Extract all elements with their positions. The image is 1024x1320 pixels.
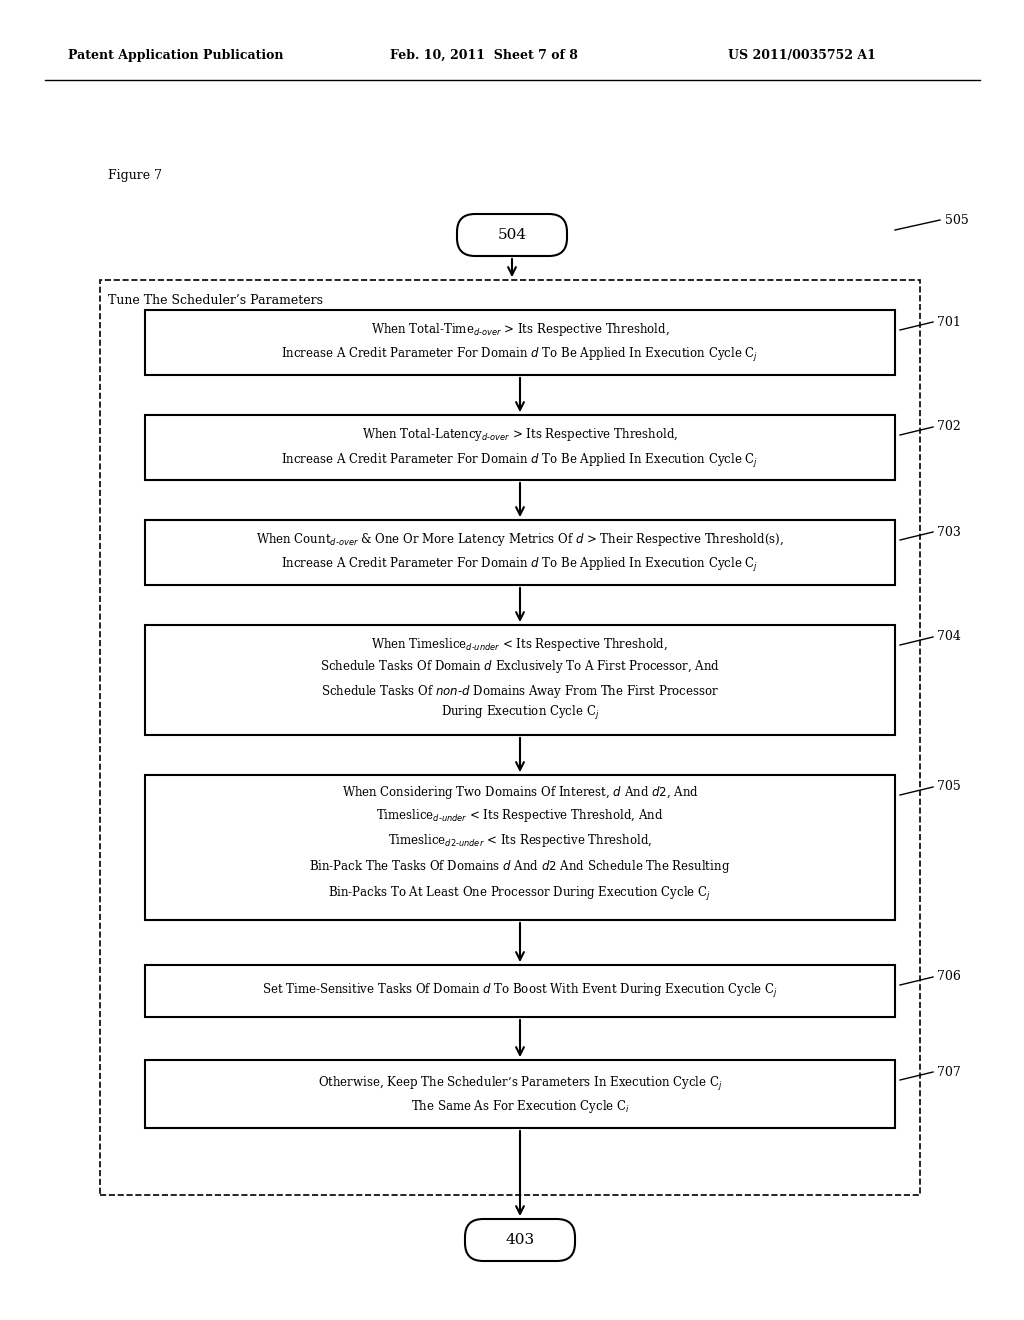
Text: Schedule Tasks Of $\mathit{non\text{-}d}$ Domains Away From The First Processor: Schedule Tasks Of $\mathit{non\text{-}d}… [321, 682, 719, 700]
Text: Otherwise, Keep The Scheduler’s Parameters In Execution Cycle C$_j$: Otherwise, Keep The Scheduler’s Paramete… [317, 1074, 722, 1093]
Text: 702: 702 [937, 421, 961, 433]
Text: Increase A Credit Parameter For Domain $d$ To Be Applied In Execution Cycle C$_j: Increase A Credit Parameter For Domain $… [282, 346, 759, 364]
Text: Tune The Scheduler’s Parameters: Tune The Scheduler’s Parameters [108, 293, 323, 306]
Text: Bin-Pack The Tasks Of Domains $d$ And $d2$ And Schedule The Resulting: Bin-Pack The Tasks Of Domains $d$ And $d… [309, 858, 730, 875]
Text: When Total-Latency$_{d\text{-}over}$ > Its Respective Threshold,: When Total-Latency$_{d\text{-}over}$ > I… [361, 426, 678, 444]
Text: 706: 706 [937, 970, 961, 983]
Text: Timeslice$_{d\text{-}under}$ < Its Respective Threshold, And: Timeslice$_{d\text{-}under}$ < Its Respe… [377, 807, 664, 824]
Text: During Execution Cycle C$_j$: During Execution Cycle C$_j$ [440, 704, 599, 722]
Text: Bin-Packs To At Least One Processor During Execution Cycle C$_j$: Bin-Packs To At Least One Processor Duri… [329, 884, 712, 903]
Text: Increase A Credit Parameter For Domain $d$ To Be Applied In Execution Cycle C$_j: Increase A Credit Parameter For Domain $… [282, 451, 759, 470]
Text: 505: 505 [945, 214, 969, 227]
Text: The Same As For Execution Cycle C$_i$: The Same As For Execution Cycle C$_i$ [411, 1098, 630, 1114]
Text: 704: 704 [937, 631, 961, 644]
Text: When Considering Two Domains Of Interest, $d$ And $d2$, And: When Considering Two Domains Of Interest… [342, 784, 698, 801]
Text: When Timeslice$_{d\text{-}under}$ < Its Respective Threshold,: When Timeslice$_{d\text{-}under}$ < Its … [372, 636, 669, 653]
Text: 504: 504 [498, 228, 526, 242]
Bar [145, 414, 895, 480]
Text: Timeslice$_{d2\text{-}under}$ < Its Respective Threshold,: Timeslice$_{d2\text{-}under}$ < Its Resp… [388, 832, 652, 849]
Text: When Count$_{d\text{-}over}$ & One Or More Latency Metrics Of $d$ > Their Respec: When Count$_{d\text{-}over}$ & One Or Mo… [256, 531, 784, 548]
FancyBboxPatch shape [457, 214, 567, 256]
Bar [145, 775, 895, 920]
Text: Schedule Tasks Of Domain $d$ Exclusively To A First Processor, And: Schedule Tasks Of Domain $d$ Exclusively… [319, 659, 720, 676]
Bar [145, 965, 895, 1016]
Bar [145, 520, 895, 585]
Text: When Total-Time$_{d\text{-}over}$ > Its Respective Threshold,: When Total-Time$_{d\text{-}over}$ > Its … [371, 321, 670, 338]
Bar [100, 280, 920, 1195]
FancyBboxPatch shape [465, 1218, 575, 1261]
Text: US 2011/0035752 A1: US 2011/0035752 A1 [728, 49, 876, 62]
Bar [145, 310, 895, 375]
Text: Figure 7: Figure 7 [108, 169, 162, 181]
Text: Patent Application Publication: Patent Application Publication [68, 49, 284, 62]
Text: Increase A Credit Parameter For Domain $d$ To Be Applied In Execution Cycle C$_j: Increase A Credit Parameter For Domain $… [282, 557, 759, 574]
Text: Feb. 10, 2011  Sheet 7 of 8: Feb. 10, 2011 Sheet 7 of 8 [390, 49, 578, 62]
Bar [145, 1060, 895, 1129]
Text: 703: 703 [937, 525, 961, 539]
Text: 705: 705 [937, 780, 961, 793]
Text: 707: 707 [937, 1065, 961, 1078]
Bar [145, 624, 895, 735]
Text: 403: 403 [506, 1233, 535, 1247]
Text: Set Time-Sensitive Tasks Of Domain $d$ To Boost With Event During Execution Cycl: Set Time-Sensitive Tasks Of Domain $d$ T… [262, 982, 778, 1001]
Text: 701: 701 [937, 315, 961, 329]
